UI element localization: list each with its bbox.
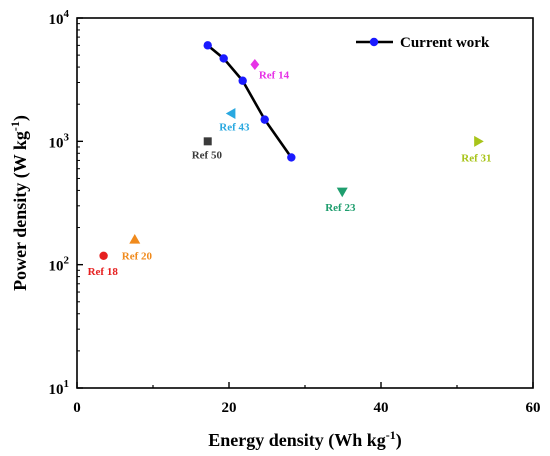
data-label-ref-43: Ref 43 bbox=[219, 122, 250, 134]
x-axis-title: Energy density (Wh kg-1) bbox=[208, 428, 402, 451]
data-point-current-work bbox=[287, 153, 296, 162]
data-point-ref-20 bbox=[129, 233, 141, 244]
x-tick-label: 60 bbox=[526, 400, 541, 416]
data-label-ref-23: Ref 23 bbox=[325, 202, 356, 214]
legend-label: Current work bbox=[400, 35, 490, 51]
marks: Ref 14 Ref 43 Ref 50 Ref 23 Ref 31 Ref 20Ref … bbox=[88, 41, 492, 278]
data-label-ref-31: Ref 31 bbox=[461, 152, 491, 164]
data-point-ref-18 bbox=[99, 251, 108, 261]
data-point-ref-50 bbox=[203, 137, 212, 146]
x-tick-label: 40 bbox=[374, 400, 389, 416]
legend: Current work bbox=[356, 35, 490, 51]
y-tick-label: 102 bbox=[49, 255, 70, 275]
data-point-ref-14 bbox=[250, 58, 260, 70]
x-tick-label: 20 bbox=[222, 400, 237, 416]
axes bbox=[76, 17, 534, 389]
data-point-ref-23 bbox=[336, 187, 348, 198]
data-label-ref-18: Ref 18 bbox=[88, 266, 119, 278]
data-point-current-work bbox=[238, 76, 247, 85]
y-tick-label: 103 bbox=[49, 131, 70, 151]
y-tick-label: 104 bbox=[49, 8, 70, 28]
data-point-current-work bbox=[203, 41, 212, 50]
data-label-ref-14: Ref 14 bbox=[259, 69, 290, 81]
data-label-ref-50: Ref 50 bbox=[192, 149, 223, 161]
data-point-ref-43 bbox=[225, 108, 236, 120]
data-point-current-work bbox=[219, 54, 228, 63]
y-axis-title: Power density (W kg-1) bbox=[8, 115, 31, 291]
plot-frame bbox=[76, 17, 534, 389]
ticks: 0 20 40 60 101 102 103 104 bbox=[49, 8, 541, 416]
legend-marker bbox=[369, 37, 379, 47]
series-line-current-work bbox=[206, 44, 293, 159]
x-tick-label: 0 bbox=[73, 400, 81, 416]
y-tick-label: 101 bbox=[49, 378, 70, 398]
data-point-current-work bbox=[260, 115, 269, 124]
data-label-ref-20: Ref 20 bbox=[122, 250, 153, 262]
data-point-ref-31 bbox=[474, 135, 484, 147]
